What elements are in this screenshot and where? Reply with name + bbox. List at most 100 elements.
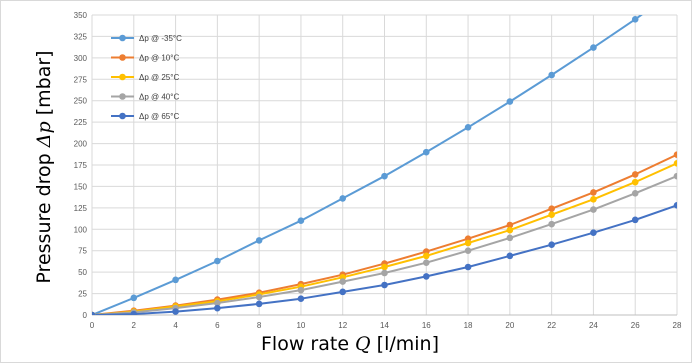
- data-point: [130, 294, 138, 302]
- x-axis-title-suffix: [l/min]: [371, 333, 439, 355]
- y-tick-label: 250: [74, 97, 88, 106]
- x-tick-labels: 0 2 4 6 8 10 12 14 16 18 20 22 24 26 28: [90, 321, 682, 330]
- data-point: [297, 295, 305, 303]
- x-tick-label: 18: [464, 321, 473, 330]
- y-tick-label: 75: [78, 247, 87, 256]
- x-tick-label: 6: [215, 321, 220, 330]
- data-point: [422, 148, 430, 156]
- data-point: [548, 211, 555, 219]
- data-point: [673, 159, 677, 167]
- x-tick-label: 28: [673, 321, 682, 330]
- data-point: [548, 241, 555, 249]
- data-point: [172, 308, 179, 315]
- data-point: [464, 123, 472, 131]
- x-tick-label: 24: [589, 321, 598, 330]
- series-points: [92, 15, 677, 315]
- x-tick-label: 0: [90, 321, 95, 330]
- y-tick-label: 100: [74, 225, 88, 234]
- legend-label: Δp @ 10°C: [139, 54, 179, 63]
- data-point: [422, 273, 430, 280]
- x-tick-label: 14: [380, 321, 389, 330]
- y-tick-label: 175: [74, 161, 88, 170]
- data-point: [92, 311, 96, 315]
- data-point: [631, 216, 639, 224]
- data-point: [381, 281, 388, 289]
- data-point: [631, 171, 639, 178]
- y-tick-label: 350: [74, 11, 88, 20]
- data-point: [506, 226, 514, 234]
- data-point: [381, 263, 388, 271]
- y-tick-labels: 0 25 50 75 100 125 150 175 200 225 250 275 300 325 350: [74, 11, 88, 320]
- y-tick-label: 275: [74, 75, 88, 84]
- data-point: [590, 189, 597, 196]
- data-point: [464, 263, 472, 271]
- data-point: [255, 293, 263, 301]
- legend-swatch-marker: [119, 93, 126, 100]
- data-point: [339, 288, 347, 296]
- x-axis-title-variable: Q: [355, 333, 371, 355]
- data-point: [422, 252, 430, 260]
- data-point: [506, 252, 514, 260]
- y-axis-title-suffix: [mbar]: [33, 50, 55, 121]
- y-tick-label: 125: [74, 204, 88, 213]
- data-point: [631, 189, 639, 197]
- data-point: [381, 269, 388, 277]
- data-point: [255, 237, 263, 244]
- data-point: [548, 220, 555, 228]
- y-tick-label: 25: [78, 290, 87, 299]
- legend-swatch-marker: [119, 34, 126, 42]
- legend-swatch-marker: [119, 54, 126, 61]
- legend-swatch-marker: [119, 112, 126, 120]
- legend-label: Δp @ 40°C: [139, 93, 179, 102]
- data-point: [130, 310, 138, 315]
- data-point: [172, 276, 179, 284]
- x-tick-label: 4: [173, 321, 178, 330]
- y-tick-label: 50: [78, 268, 87, 277]
- data-point: [673, 172, 677, 180]
- data-point: [214, 304, 221, 312]
- data-point: [548, 71, 555, 79]
- data-point: [422, 259, 430, 267]
- data-point: [590, 206, 597, 213]
- data-point: [590, 195, 597, 203]
- data-point: [464, 247, 472, 255]
- x-tick-label: 12: [338, 321, 347, 330]
- data-point: [214, 257, 221, 265]
- data-point: [339, 195, 347, 202]
- data-point: [590, 229, 597, 237]
- x-tick-label: 26: [631, 321, 640, 330]
- x-axis-title-prefix: Flow rate: [261, 333, 355, 355]
- data-point: [381, 172, 388, 180]
- data-point: [339, 278, 347, 285]
- data-point: [673, 151, 677, 159]
- y-axis-title-variable: Δp: [33, 121, 55, 148]
- legend-label: Δp @ -35°C: [139, 34, 182, 43]
- data-point: [297, 217, 305, 225]
- data-point: [506, 234, 514, 242]
- legend: Δp @ -35°C Δp @ 10°C Δp @ 25°C Δp @ 40°C Δp …: [111, 34, 182, 121]
- data-point: [506, 221, 514, 229]
- y-tick-label: 200: [74, 140, 88, 149]
- y-tick-label: 150: [74, 182, 88, 191]
- data-point: [548, 205, 555, 213]
- x-tick-label: 16: [422, 321, 431, 330]
- y-tick-label: 300: [74, 54, 88, 63]
- x-tick-label: 2: [132, 321, 137, 330]
- x-tick-label: 10: [296, 321, 305, 330]
- legend-label: Δp @ 25°C: [139, 73, 179, 82]
- legend-swatch-marker: [119, 73, 126, 81]
- y-axis-title-prefix: Pressure drop: [33, 147, 55, 283]
- data-point: [673, 201, 677, 209]
- y-tick-label: 225: [74, 118, 88, 127]
- x-tick-label: 20: [505, 321, 514, 330]
- data-point: [297, 286, 305, 294]
- data-point: [255, 300, 263, 308]
- x-tick-label: 22: [547, 321, 556, 330]
- data-point: [590, 44, 597, 51]
- y-tick-label: 325: [74, 32, 88, 41]
- x-tick-label: 8: [257, 321, 262, 330]
- data-point: [506, 98, 514, 105]
